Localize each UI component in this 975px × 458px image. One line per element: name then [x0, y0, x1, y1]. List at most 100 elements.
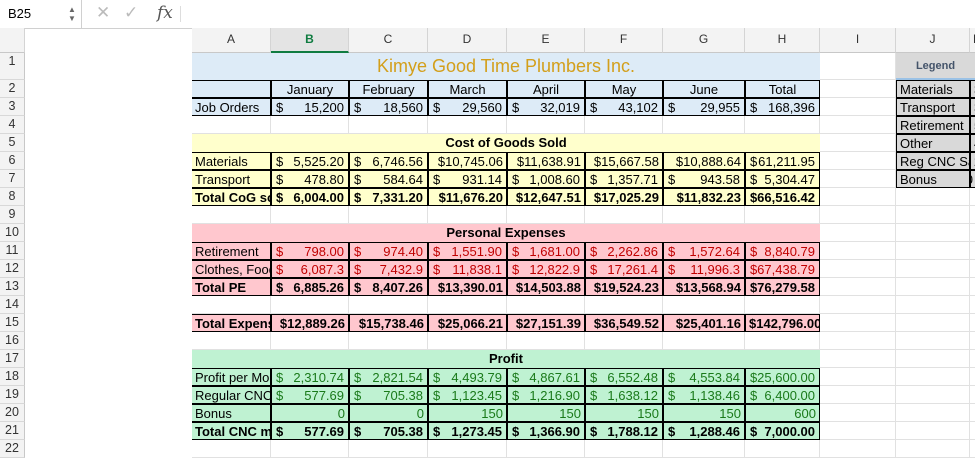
row-label[interactable]: Bonus	[192, 404, 271, 422]
value-cell[interactable]: $1,357.71	[585, 170, 663, 188]
legend-value[interactable]: 40.0%	[970, 134, 975, 152]
grid-cell[interactable]	[820, 224, 896, 242]
value-cell[interactable]: $14,503.88	[507, 278, 585, 296]
grid-cell[interactable]	[663, 206, 745, 224]
value-cell[interactable]: $10,745.06	[428, 152, 507, 170]
grid-cell[interactable]	[428, 296, 507, 314]
value-cell[interactable]: $584.64	[349, 170, 428, 188]
grid-cell[interactable]	[970, 422, 975, 440]
grid-cell[interactable]	[820, 53, 896, 80]
value-cell[interactable]: $1,638.12	[585, 386, 663, 404]
month-header[interactable]: Total	[745, 80, 820, 98]
legend-label[interactable]: Materials	[896, 80, 970, 98]
row-header[interactable]: 8	[0, 188, 25, 206]
value-cell[interactable]: $25,401.16	[663, 314, 745, 332]
grid-cell[interactable]	[585, 332, 663, 350]
grid-cell[interactable]	[349, 332, 428, 350]
column-header-e[interactable]: E	[507, 28, 585, 53]
value-cell[interactable]: $2,821.54	[349, 368, 428, 386]
column-header-j[interactable]: J	[896, 28, 970, 53]
value-cell[interactable]: 150	[585, 404, 663, 422]
value-cell[interactable]: $8,840.79	[745, 242, 820, 260]
value-cell[interactable]: $27,151.39	[507, 314, 585, 332]
value-cell[interactable]: $32,019	[507, 98, 585, 116]
cancel-icon[interactable]: ✕	[96, 3, 111, 22]
grid-cell[interactable]	[663, 296, 745, 314]
grid-cell[interactable]	[820, 368, 896, 386]
grid-cell[interactable]	[896, 260, 970, 278]
grid-cell[interactable]	[663, 116, 745, 134]
grid-cell[interactable]	[192, 206, 271, 224]
section-cogs[interactable]: Cost of Goods Sold	[445, 135, 567, 150]
grid-cell[interactable]	[820, 152, 896, 170]
row-label[interactable]: Total CoG sold	[192, 188, 271, 206]
row-label[interactable]: Total Expenses	[192, 314, 271, 332]
value-cell[interactable]: $1,138.46	[663, 386, 745, 404]
row-header[interactable]: 17	[0, 350, 25, 368]
grid-cell[interactable]	[970, 404, 975, 422]
sheet-title[interactable]: Kimye Good Time Plumbers Inc.	[376, 56, 636, 76]
row-header[interactable]: 6	[0, 152, 25, 170]
grid-cell[interactable]	[192, 332, 271, 350]
grid-cell[interactable]	[820, 350, 896, 368]
grid-cell[interactable]	[896, 404, 970, 422]
grid-cell[interactable]	[349, 116, 428, 134]
legend-title[interactable]: Legend	[896, 53, 975, 80]
legend-value[interactable]: 36.35%	[970, 80, 975, 98]
grid-cell[interactable]	[745, 206, 820, 224]
grid-cell[interactable]	[896, 314, 970, 332]
grid-cell[interactable]	[745, 332, 820, 350]
value-cell[interactable]: $15,667.58	[585, 152, 663, 170]
value-cell[interactable]: $7,331.20	[349, 188, 428, 206]
grid-cell[interactable]	[820, 332, 896, 350]
section-profit[interactable]: Profit	[489, 351, 523, 366]
value-cell[interactable]: $11,838.1	[428, 260, 507, 278]
grid-cell[interactable]	[970, 296, 975, 314]
row-header[interactable]: 19	[0, 386, 25, 404]
grid-cell[interactable]	[820, 116, 896, 134]
grid-cell[interactable]	[349, 296, 428, 314]
grid-cell[interactable]	[970, 440, 975, 458]
grid-cell[interactable]	[745, 116, 820, 134]
value-cell[interactable]: 150	[507, 404, 585, 422]
legend-value[interactable]: 5.25%	[970, 116, 975, 134]
row-header[interactable]: 11	[0, 242, 25, 260]
row-header[interactable]: 2	[0, 80, 25, 98]
value-cell[interactable]: $66,516.42	[745, 188, 820, 206]
value-cell[interactable]: $1,216.90	[507, 386, 585, 404]
value-cell[interactable]: $76,279.58	[745, 278, 820, 296]
legend-label[interactable]: Transport	[896, 98, 970, 116]
legend-label[interactable]: Other	[896, 134, 970, 152]
row-label[interactable]: Regular CNC machine savings	[192, 386, 271, 404]
value-cell[interactable]: $168,396	[745, 98, 820, 116]
value-cell[interactable]: $2,310.74	[271, 368, 349, 386]
row-header[interactable]: 13	[0, 278, 25, 296]
value-cell[interactable]: 0	[349, 404, 428, 422]
legend-value[interactable]: 3.15%	[970, 98, 975, 116]
column-header-c[interactable]: C	[349, 28, 428, 53]
value-cell[interactable]: $6,885.26	[271, 278, 349, 296]
row-label[interactable]: Profit per Month	[192, 368, 271, 386]
value-cell[interactable]: $13,568.94	[663, 278, 745, 296]
value-cell[interactable]: $705.38	[349, 386, 428, 404]
row-label[interactable]: Retirement	[192, 242, 271, 260]
grid-cell[interactable]	[896, 440, 970, 458]
value-cell[interactable]: $12,647.51	[507, 188, 585, 206]
value-cell[interactable]: $705.38	[349, 422, 428, 440]
value-cell[interactable]: $4,493.79	[428, 368, 507, 386]
grid-cell[interactable]	[896, 296, 970, 314]
grid-cell[interactable]	[896, 386, 970, 404]
column-header-k[interactable]: K	[970, 28, 975, 53]
grid-cell[interactable]	[970, 278, 975, 296]
grid-cell[interactable]	[970, 386, 975, 404]
row-header[interactable]: 4	[0, 116, 25, 134]
value-cell[interactable]: $2,262.86	[585, 242, 663, 260]
row-label[interactable]: Total PE	[192, 278, 271, 296]
value-cell[interactable]: $943.58	[663, 170, 745, 188]
row-header[interactable]: 22	[0, 440, 25, 458]
grid-cell[interactable]	[507, 206, 585, 224]
row-label[interactable]: Transport	[192, 170, 271, 188]
month-header[interactable]: May	[585, 80, 663, 98]
grid-cell[interactable]	[428, 116, 507, 134]
grid-cell[interactable]	[896, 368, 970, 386]
